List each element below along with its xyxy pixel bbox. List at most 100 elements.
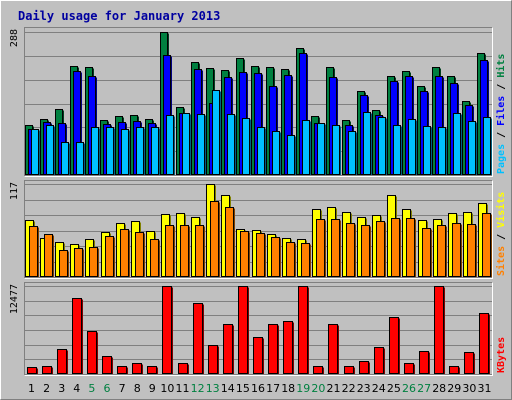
day-label-4: 4 xyxy=(73,382,80,395)
bar-pages-day-17 xyxy=(272,131,280,175)
panel-kbytes: 12477 KBytes xyxy=(9,282,507,376)
panel-border-shadow xyxy=(24,180,493,279)
bar-kbytes-day-10 xyxy=(162,286,172,374)
bar-kbytes-day-3 xyxy=(57,349,67,374)
bar-sites-day-24 xyxy=(376,221,385,277)
day-label-14: 14 xyxy=(221,382,235,395)
bar-sites-day-25 xyxy=(391,218,400,277)
legend-separator: / xyxy=(496,78,507,96)
bar-pages-day-29 xyxy=(453,113,461,175)
day-label-5: 5 xyxy=(88,382,95,395)
day-label-24: 24 xyxy=(372,382,386,395)
bar-sites-day-10 xyxy=(165,225,174,277)
bar-sites-day-19 xyxy=(301,243,310,277)
day-label-8: 8 xyxy=(134,382,141,395)
legend-sites: Sites xyxy=(495,246,507,276)
bar-sites-day-16 xyxy=(256,233,265,277)
day-label-3: 3 xyxy=(58,382,65,395)
bar-kbytes-day-27 xyxy=(419,351,429,374)
bar-sites-day-23 xyxy=(361,225,370,277)
bar-sites-day-20 xyxy=(316,219,325,277)
bar-pages-day-27 xyxy=(423,126,431,175)
bar-sites-day-5 xyxy=(89,247,98,277)
day-label-1: 1 xyxy=(28,382,35,395)
bar-kbytes-day-1 xyxy=(27,367,37,374)
bar-pages-day-6 xyxy=(106,127,114,175)
bar-pages-day-20 xyxy=(317,123,325,175)
bar-sites-day-4 xyxy=(74,248,83,277)
legend-separator: / xyxy=(496,228,507,246)
bar-pages-day-30 xyxy=(468,121,476,175)
day-label-13: 13 xyxy=(206,382,220,395)
bar-pages-day-4 xyxy=(76,142,84,175)
bar-sites-day-1 xyxy=(29,226,38,277)
bar-kbytes-day-4 xyxy=(72,298,82,374)
bar-pages-day-25 xyxy=(393,125,401,175)
bar-pages-day-31 xyxy=(483,117,491,175)
day-label-11: 11 xyxy=(176,382,190,395)
bar-sites-day-18 xyxy=(286,242,295,277)
bar-kbytes-day-21 xyxy=(328,324,338,374)
legend-hits_files_pages: Pages / Files / Hits xyxy=(495,54,507,174)
bar-sites-day-27 xyxy=(422,228,431,277)
bar-pages-day-9 xyxy=(151,127,159,175)
day-label-10: 10 xyxy=(160,382,174,395)
day-label-23: 23 xyxy=(357,382,371,395)
bar-pages-day-23 xyxy=(363,112,371,175)
bar-pages-day-16 xyxy=(257,127,265,175)
day-label-20: 20 xyxy=(311,382,325,395)
bar-sites-day-9 xyxy=(150,239,159,277)
bar-pages-day-3 xyxy=(61,142,69,175)
bar-kbytes-day-11 xyxy=(178,363,188,374)
bar-kbytes-day-18 xyxy=(283,321,293,374)
bar-kbytes-day-24 xyxy=(374,347,384,374)
bar-pages-day-24 xyxy=(378,117,386,175)
bar-kbytes-day-7 xyxy=(117,366,127,374)
bar-kbytes-day-13 xyxy=(208,345,218,374)
bar-sites-day-6 xyxy=(105,236,114,277)
bar-pages-day-12 xyxy=(197,114,205,175)
legend-kbytes: KBytes xyxy=(496,337,507,373)
panel-hits_files_pages: 288 Pages / Files / Hits xyxy=(9,27,507,177)
bar-sites-day-17 xyxy=(271,237,280,277)
panel-border-highlight xyxy=(24,180,493,279)
day-label-31: 31 xyxy=(478,382,492,395)
bar-sites-day-29 xyxy=(452,223,461,277)
bar-sites-day-21 xyxy=(331,219,340,277)
bar-kbytes-day-31 xyxy=(479,313,489,374)
bar-sites-day-14 xyxy=(225,207,234,277)
bar-kbytes-day-2 xyxy=(42,366,52,374)
bar-pages-day-28 xyxy=(438,127,446,175)
legend-files: Files xyxy=(495,96,507,126)
day-label-7: 7 xyxy=(119,382,126,395)
y-max-label: 288 xyxy=(9,29,20,47)
bar-kbytes-day-14 xyxy=(223,324,233,374)
day-label-28: 28 xyxy=(432,382,446,395)
day-label-26: 26 xyxy=(402,382,416,395)
day-label-2: 2 xyxy=(43,382,50,395)
day-label-21: 21 xyxy=(327,382,341,395)
legend-kbytes: KBytes xyxy=(496,337,507,373)
bar-sites-day-26 xyxy=(406,218,415,277)
bar-kbytes-day-8 xyxy=(132,363,142,374)
day-label-18: 18 xyxy=(281,382,295,395)
bar-kbytes-day-22 xyxy=(344,366,354,374)
bar-pages-day-2 xyxy=(46,125,54,175)
bar-pages-day-19 xyxy=(302,120,310,175)
bar-pages-day-1 xyxy=(31,129,39,175)
panel-border-shadow xyxy=(24,282,493,376)
bar-sites-day-13 xyxy=(210,201,219,277)
bar-kbytes-day-19 xyxy=(298,286,308,374)
bar-pages-day-18 xyxy=(287,135,295,175)
legend-hits: Hits xyxy=(495,54,507,78)
legend-pages: Pages xyxy=(496,144,507,174)
bar-kbytes-day-15 xyxy=(238,286,248,374)
y-max-label: 12477 xyxy=(9,284,20,314)
bar-kbytes-day-12 xyxy=(193,303,203,374)
bar-pages-day-15 xyxy=(242,118,250,175)
bar-kbytes-day-30 xyxy=(464,352,474,374)
bar-pages-day-10 xyxy=(166,115,174,175)
bar-pages-day-21 xyxy=(332,125,340,175)
